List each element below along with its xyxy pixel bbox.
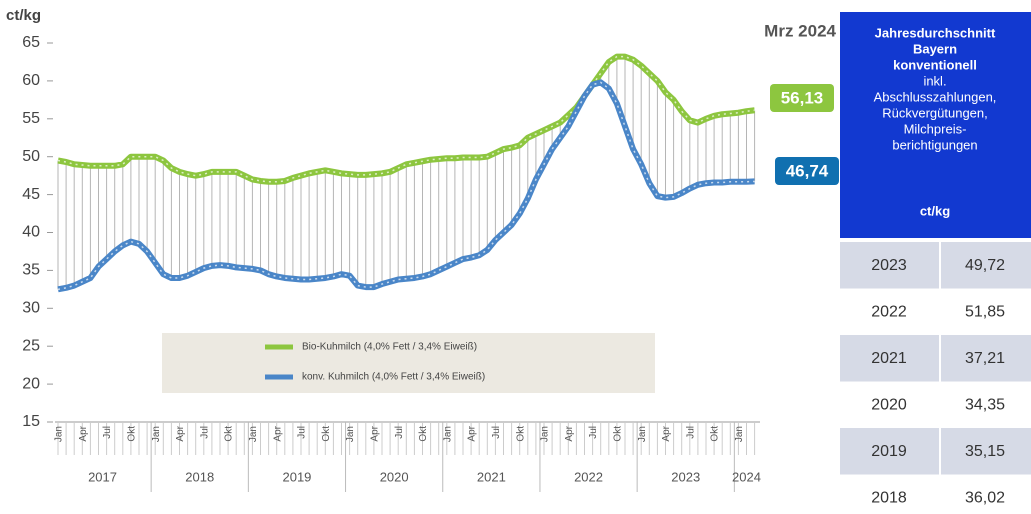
series-line xyxy=(57,53,755,185)
table-row xyxy=(840,474,1031,514)
table-header: Bayern xyxy=(913,41,957,56)
table-year: 2018 xyxy=(871,490,907,507)
y-tick-label: 45 xyxy=(22,186,40,203)
year-label: 2017 xyxy=(88,469,117,484)
value-label: 46,74 xyxy=(786,161,829,180)
table-subheader: inkl. xyxy=(923,73,946,88)
year-label: 2022 xyxy=(574,469,603,484)
table-subheader: Rückvergütungen, xyxy=(882,105,988,120)
y-tick-label: 20 xyxy=(22,375,40,392)
value-label: 56,13 xyxy=(781,88,824,107)
table-value: 49,72 xyxy=(965,257,1005,274)
legend-label: Bio-Kuhmilch (4,0% Fett / 3,4% Eiweiß) xyxy=(302,342,477,353)
x-tick-label: Jul xyxy=(297,426,308,439)
table-subheader: Milchpreis- xyxy=(904,121,967,136)
table-row xyxy=(840,335,1031,382)
y-tick-label: 60 xyxy=(22,72,40,89)
table-subheader: berichtigungen xyxy=(892,137,977,152)
x-tick-label: Jan xyxy=(345,426,356,442)
x-tick-label: Okt xyxy=(418,426,429,442)
y-tick-label: 55 xyxy=(22,110,40,127)
legend-label: konv. Kuhmilch (4,0% Fett / 3,4% Eiweiß) xyxy=(302,372,485,383)
x-tick-label: Apr xyxy=(467,425,478,441)
year-label: 2023 xyxy=(671,469,700,484)
x-tick-label: Jan xyxy=(54,426,65,442)
table-value: 36,02 xyxy=(965,490,1005,507)
table-value: 37,21 xyxy=(965,350,1005,367)
x-tick-label: Jul xyxy=(394,426,405,439)
x-tick-label: Jul xyxy=(102,426,113,439)
x-tick-label: Apr xyxy=(175,425,186,441)
table-year: 2023 xyxy=(871,257,907,274)
x-tick-label: Apr xyxy=(661,425,672,441)
x-tick-label: Jul xyxy=(685,426,696,439)
annotation: Mrz 2024 xyxy=(764,21,836,40)
x-tick-label: Okt xyxy=(710,426,721,442)
y-tick-label: 30 xyxy=(22,300,40,317)
x-tick-label: Apr xyxy=(78,425,89,441)
year-label: 2019 xyxy=(282,469,311,484)
x-tick-label: Jan xyxy=(637,426,648,442)
x-tick-label: Apr xyxy=(272,425,283,441)
y-tick-label: 25 xyxy=(22,337,40,354)
table-header: konventionell xyxy=(893,57,977,72)
legend-box xyxy=(162,333,655,393)
x-tick-label: Okt xyxy=(127,426,138,442)
value-label-box xyxy=(770,84,834,112)
table-value: 34,35 xyxy=(965,397,1005,414)
y-axis-label: ct/kg xyxy=(6,7,41,24)
table-row xyxy=(840,288,1031,335)
x-tick-label: Jan xyxy=(734,426,745,442)
x-tick-label: Jul xyxy=(199,426,210,439)
x-tick-label: Okt xyxy=(321,426,332,442)
table-year: 2019 xyxy=(871,443,907,460)
table-row xyxy=(840,242,1031,289)
x-tick-label: Okt xyxy=(515,426,526,442)
x-tick-label: Jan xyxy=(442,426,453,442)
x-tick-label: Jul xyxy=(588,426,599,439)
x-tick-label: Okt xyxy=(613,426,624,442)
y-tick-label: 35 xyxy=(22,262,40,279)
y-tick-label: 40 xyxy=(22,224,40,241)
table-year: 2022 xyxy=(871,304,907,321)
table-unit: ct/kg xyxy=(920,203,950,218)
table-value: 35,15 xyxy=(965,443,1005,460)
x-tick-label: Apr xyxy=(564,425,575,441)
table-year: 2020 xyxy=(871,397,907,414)
x-tick-label: Jan xyxy=(248,426,259,442)
year-label: 2021 xyxy=(477,469,506,484)
table-subheader: Abschlusszahlungen, xyxy=(874,89,997,104)
table-value: 51,85 xyxy=(965,304,1005,321)
year-label: 2018 xyxy=(185,469,214,484)
y-tick-label: 65 xyxy=(22,34,40,51)
table-row xyxy=(840,381,1031,428)
value-label-box xyxy=(775,157,839,185)
x-tick-label: Apr xyxy=(370,425,381,441)
year-label: 2024 xyxy=(732,469,761,484)
table-row xyxy=(840,428,1031,475)
y-tick-label: 15 xyxy=(22,413,40,430)
series-line-dash xyxy=(57,55,755,183)
x-tick-label: Jul xyxy=(491,426,502,439)
x-tick-label: Okt xyxy=(224,426,235,442)
series-line-dash xyxy=(57,81,755,291)
x-tick-label: Jan xyxy=(151,426,162,442)
table-year: 2021 xyxy=(871,350,907,367)
y-tick-label: 50 xyxy=(22,148,40,165)
table-header-bg xyxy=(840,12,1031,238)
x-tick-label: Jan xyxy=(540,426,551,442)
table-header: Jahresdurchschnitt xyxy=(875,25,996,40)
year-label: 2020 xyxy=(380,469,409,484)
